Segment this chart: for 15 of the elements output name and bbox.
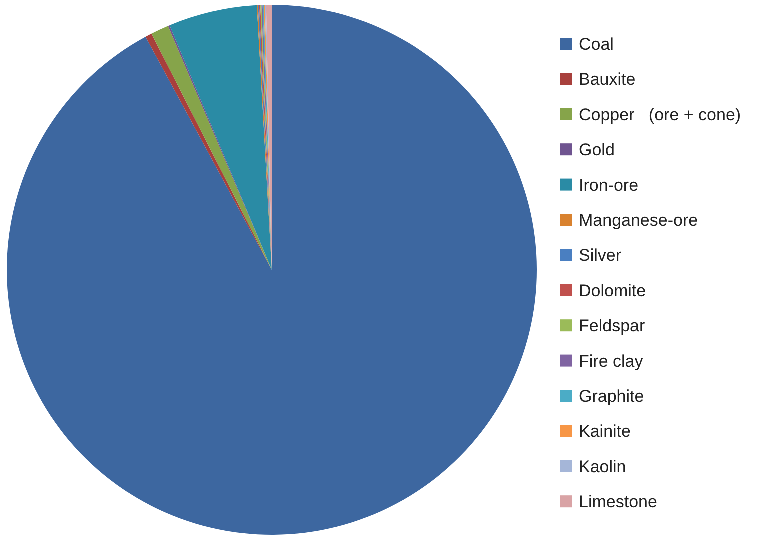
pie-slice <box>7 5 537 535</box>
legend-label: Feldspar <box>579 316 646 336</box>
legend-label: Manganese-ore <box>579 210 698 230</box>
legend-label: Bauxite <box>579 70 636 90</box>
legend-label: Coal <box>579 34 614 54</box>
legend-label: Limestone <box>579 492 658 512</box>
legend-label: Silver <box>579 246 622 266</box>
legend-label: Iron-ore <box>579 176 639 195</box>
legend-label: Dolomite <box>579 281 646 300</box>
legend-label: Fire clay <box>579 352 644 371</box>
legend-label: Copper (ore + cone) <box>579 105 742 124</box>
legend-label: Gold <box>579 140 615 160</box>
legend-label: Graphite <box>579 386 644 406</box>
legend-label: Kainite <box>579 422 631 442</box>
legend-label: Kaolin <box>579 457 626 476</box>
